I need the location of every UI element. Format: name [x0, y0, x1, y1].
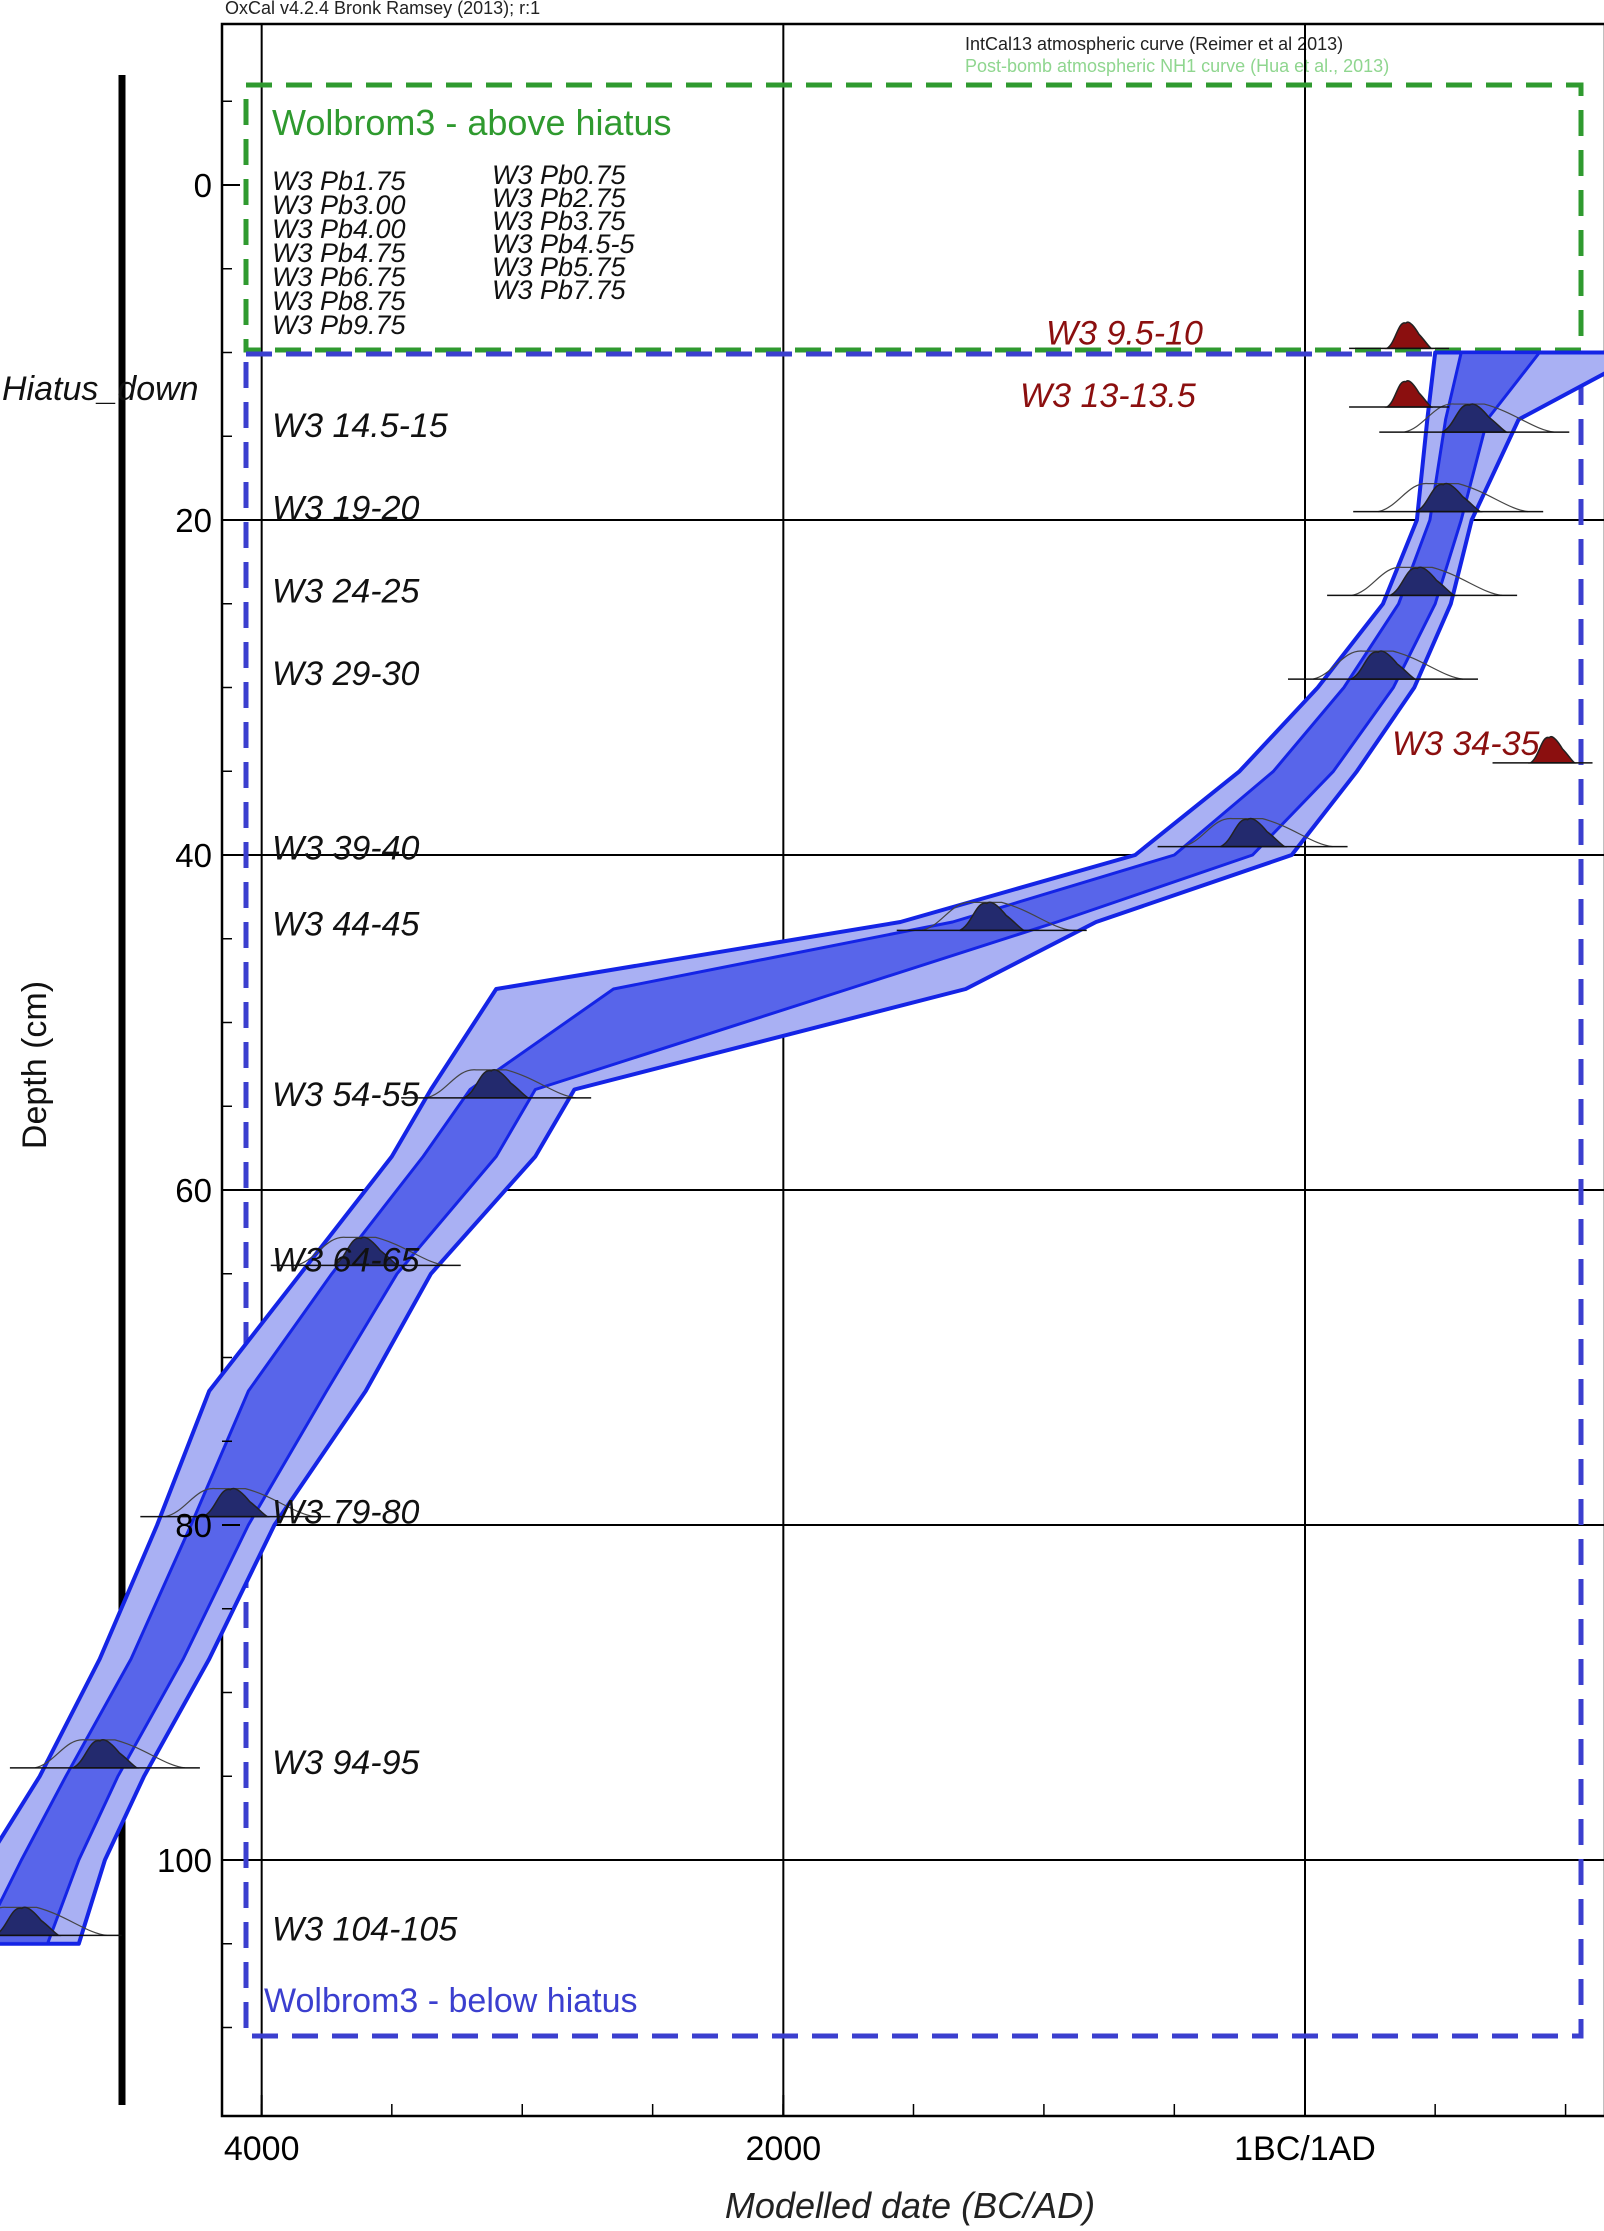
- y-tick-label: 60: [175, 1172, 212, 1209]
- sample-posterior-distribution: [1389, 566, 1457, 597]
- sample-prior-outline: [34, 1739, 185, 1769]
- sample-label: W3 64-65: [272, 1241, 419, 1279]
- sample-posterior-distribution: [1220, 817, 1288, 848]
- y-tick-label: 100: [157, 1842, 212, 1879]
- sample-prior-outline: [1378, 483, 1529, 513]
- outlier-distribution: [1384, 380, 1434, 408]
- sample-label: W3 24-25: [272, 572, 419, 610]
- group-boxes: [243, 82, 1584, 2039]
- sample-label: W3 79-80: [272, 1494, 419, 1532]
- group-box-below-hiatus: [243, 351, 1584, 2039]
- pb-sample-label: W3 Pb4.5-5: [492, 229, 636, 259]
- group-title-above-hiatus: Wolbrom3 - above hiatus: [272, 102, 672, 143]
- sample-prior-outline: [426, 1069, 577, 1099]
- outlier-label: W3 9.5-10: [1046, 314, 1203, 352]
- curve-credit-intcal: IntCal13 atmospheric curve (Reimer et al…: [965, 34, 1343, 54]
- sample-label: W3 44-45: [272, 905, 419, 943]
- sample-posterior-distribution: [1441, 403, 1509, 433]
- curve-credit-postbomb: Post-bomb atmospheric NH1 curve (Hua et …: [965, 56, 1389, 76]
- pb-sample-label: W3 Pb1.75: [272, 166, 407, 196]
- y-tick-label: 0: [194, 167, 212, 204]
- outlier-distribution: [1384, 321, 1434, 350]
- sample-prior-outline: [0, 1906, 107, 1936]
- sample-posterior-distribution: [333, 1236, 401, 1267]
- sample-prior-outline: [921, 901, 1072, 931]
- y-tick-label: 80: [175, 1507, 212, 1544]
- sample-prior-outline: [295, 1236, 446, 1266]
- sample-posterior-distribution: [1415, 482, 1483, 513]
- outlier-label: W3 34-35: [1392, 725, 1539, 763]
- pb-sample-label: W3 Pb8.75: [272, 286, 407, 316]
- software-credit: OxCal v4.2.4 Bronk Ramsey (2013); r:1: [225, 0, 540, 18]
- sample-posterior-distribution: [0, 1906, 62, 1937]
- pb-sample-label: W3 Pb3.00: [272, 190, 406, 220]
- sample-label: W3 54-55: [272, 1076, 419, 1114]
- sample-prior-outline: [1404, 403, 1555, 433]
- sample-label: W3 39-40: [272, 830, 419, 868]
- pb-sample-label: W3 Pb5.75: [492, 252, 627, 282]
- sample-prior-outline: [1312, 650, 1464, 680]
- pb-sample-label: W3 Pb4.00: [272, 214, 406, 244]
- x-tick-label: 4000: [224, 2130, 300, 2168]
- sample-distributions: [0, 321, 1593, 1937]
- pb-sample-label: W3 Pb4.75: [272, 238, 407, 268]
- pb-sample-label: W3 Pb6.75: [272, 262, 407, 292]
- group-title-below-hiatus: Wolbrom3 - below hiatus: [264, 1982, 638, 2020]
- outlier-distribution: [1527, 735, 1577, 764]
- pb-sample-label: W3 Pb2.75: [492, 183, 627, 213]
- sample-posterior-distribution: [1350, 650, 1418, 680]
- pb-sample-label: W3 Pb9.75: [272, 310, 407, 340]
- x-tick-label: 2000: [746, 2130, 822, 2168]
- sample-posterior-distribution: [72, 1739, 140, 1769]
- sample-label: W3 104-105: [272, 1910, 457, 1948]
- model-band-inner-68: [0, 351, 1541, 1946]
- grid-layer: [222, 24, 1604, 2116]
- y-tick-label: 40: [175, 837, 212, 874]
- sample-prior-outline: [165, 1488, 316, 1518]
- sample-labels: Wolbrom3 - above hiatus Wolbrom3 - below …: [264, 102, 1539, 2020]
- x-tick-label: 1BC/1AD: [1234, 2130, 1376, 2168]
- sample-prior-outline: [1351, 566, 1503, 596]
- sample-posterior-distribution: [959, 901, 1027, 932]
- pb-sample-label: W3 Pb0.75: [492, 160, 627, 190]
- sample-posterior-distribution: [463, 1069, 531, 1099]
- sample-posterior-distribution: [202, 1487, 270, 1518]
- sample-prior-outline: [1182, 818, 1333, 848]
- axis-ticks: 0204060801006000400020001BC/1AD2001: [157, 100, 1567, 2168]
- y-tick-label: 20: [175, 502, 212, 539]
- hiatus-label: Hiatus_down: [2, 370, 199, 408]
- pb-sample-label: W3 Pb7.75: [492, 275, 627, 305]
- pb-sample-label: W3 Pb3.75: [492, 206, 627, 236]
- y-axis-title: Depth (cm): [16, 981, 54, 1149]
- x-axis-title: Modelled date (BC/AD): [725, 2185, 1095, 2226]
- outlier-label: W3 13-13.5: [1020, 377, 1196, 415]
- sample-label: W3 14.5-15: [272, 407, 448, 445]
- sample-label: W3 19-20: [272, 490, 419, 528]
- sample-label: W3 29-30: [272, 655, 419, 693]
- sample-label: W3 94-95: [272, 1744, 419, 1782]
